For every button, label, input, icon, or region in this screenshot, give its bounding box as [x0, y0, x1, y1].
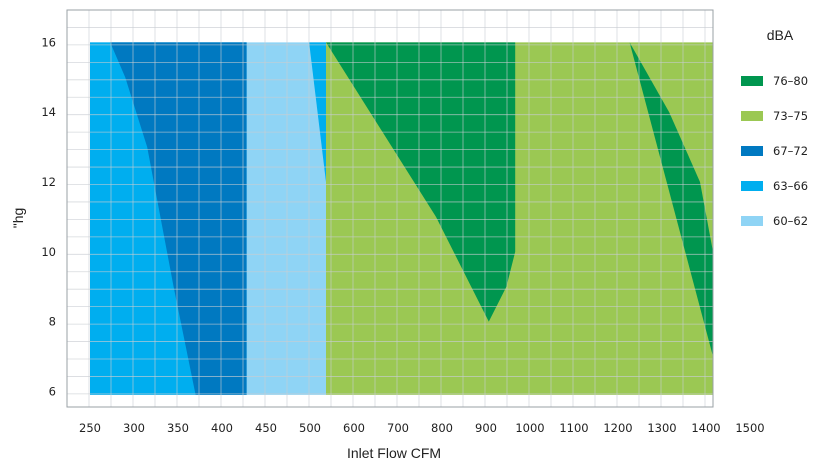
legend-swatch	[741, 111, 763, 121]
y-tick-label: 10	[41, 245, 56, 259]
region-6	[629, 42, 713, 357]
gridlines	[67, 10, 713, 407]
x-tick-label: 350	[167, 421, 189, 435]
x-tick-label: 300	[123, 421, 145, 435]
legend: 76–80 73–75 67–72 63–66 60–62	[741, 74, 808, 228]
legend-swatch	[741, 216, 763, 226]
x-tick-label: 700	[387, 421, 409, 435]
x-tick-label: 450	[255, 421, 277, 435]
legend-swatch	[741, 181, 763, 191]
legend-swatch	[741, 146, 763, 156]
region-5	[326, 42, 516, 322]
x-tick-labels: 250 300 350 400 450 500 600 700 800 900 1000 1100 12…	[79, 421, 765, 435]
legend-title: dBA	[767, 27, 794, 43]
y-tick-label: 8	[49, 315, 56, 329]
plot-frame	[66, 9, 714, 408]
x-tick-label: 250	[79, 421, 101, 435]
x-tick-label: 800	[431, 421, 453, 435]
x-tick-label: 1000	[515, 421, 544, 435]
legend-label: 63–66	[773, 179, 808, 193]
plot-border	[66, 9, 714, 408]
y-tick-label: 14	[41, 105, 56, 119]
legend-label: 73–75	[773, 109, 808, 123]
region-2	[309, 42, 326, 183]
x-tick-label: 1300	[647, 421, 676, 435]
legend-label: 67–72	[773, 144, 808, 158]
y-tick-label: 12	[41, 175, 56, 189]
legend-swatch	[741, 76, 763, 86]
legend-label: 60–62	[773, 214, 808, 228]
y-tick-label: 16	[41, 35, 56, 49]
x-tick-label: 500	[299, 421, 321, 435]
legend-label: 76–80	[773, 74, 808, 88]
x-tick-label: 900	[475, 421, 497, 435]
x-tick-label: 1400	[691, 421, 720, 435]
plot-regions	[90, 42, 713, 395]
y-tick-labels: 6 8 10 12 14 16	[41, 35, 56, 398]
x-axis-title: Inlet Flow CFM	[347, 445, 441, 461]
x-tick-label: 1100	[559, 421, 588, 435]
x-tick-label: 1200	[603, 421, 632, 435]
x-tick-label: 400	[211, 421, 233, 435]
y-axis-title: "hg	[10, 208, 26, 229]
y-tick-label: 6	[49, 384, 56, 398]
x-tick-label: 1500	[735, 421, 764, 435]
x-tick-label: 600	[343, 421, 365, 435]
